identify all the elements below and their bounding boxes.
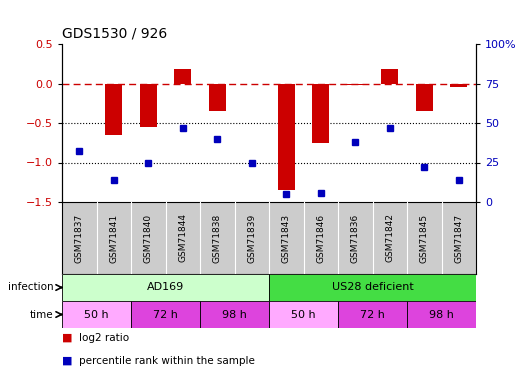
Bar [140,84,157,127]
Bar [416,84,433,111]
Text: time: time [30,309,54,320]
Text: GDS1530 / 926: GDS1530 / 926 [62,26,167,40]
Bar [209,84,226,111]
Text: GSM71838: GSM71838 [213,213,222,262]
Text: GSM71843: GSM71843 [282,213,291,262]
Bar [269,301,338,328]
Text: 72 h: 72 h [360,309,385,320]
Text: ■: ■ [62,333,73,343]
Bar [200,301,269,328]
Bar [131,301,200,328]
Text: ■: ■ [62,356,73,366]
Bar [407,301,476,328]
Bar [450,84,468,87]
Text: infection: infection [8,282,54,292]
Text: percentile rank within the sample: percentile rank within the sample [79,356,255,366]
Text: GSM71847: GSM71847 [454,213,463,262]
Text: GSM71842: GSM71842 [385,213,394,262]
Bar [174,69,191,84]
Text: GSM71845: GSM71845 [420,213,429,262]
Text: GSM71839: GSM71839 [247,213,256,262]
Text: 50 h: 50 h [84,309,109,320]
Bar [269,274,476,301]
Text: AD169: AD169 [147,282,184,292]
Text: log2 ratio: log2 ratio [79,333,129,343]
Text: 72 h: 72 h [153,309,178,320]
Text: GSM71846: GSM71846 [316,213,325,262]
Text: 98 h: 98 h [222,309,247,320]
Text: US28 deficient: US28 deficient [332,282,413,292]
Text: GSM71840: GSM71840 [144,213,153,262]
Bar [312,84,329,143]
Text: GSM71844: GSM71844 [178,213,187,262]
Bar [338,301,407,328]
Bar [347,84,364,85]
Text: GSM71837: GSM71837 [75,213,84,262]
Text: 50 h: 50 h [291,309,316,320]
Text: GSM71841: GSM71841 [109,213,118,262]
Bar [105,84,122,135]
Text: GSM71836: GSM71836 [351,213,360,262]
Bar [62,301,131,328]
Bar [62,274,269,301]
Bar [278,84,295,190]
Bar [381,69,399,84]
Text: 98 h: 98 h [429,309,454,320]
